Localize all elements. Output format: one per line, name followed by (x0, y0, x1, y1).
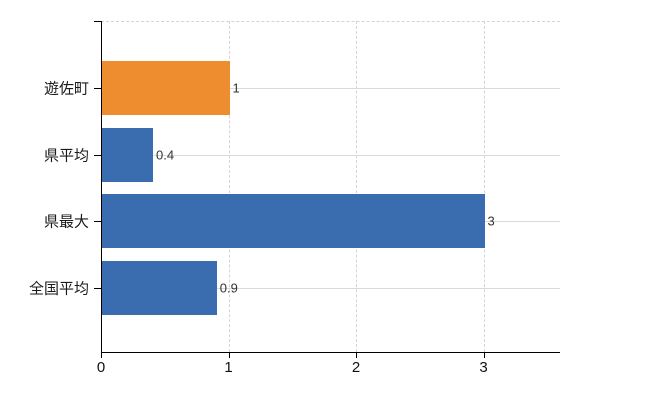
category-label: 全国平均 (28, 280, 89, 298)
bar (102, 61, 230, 115)
vertical-gridline (356, 21, 357, 352)
category-gridline (101, 88, 560, 89)
bar-value-label: 0.9 (219, 280, 238, 296)
category-tick (94, 287, 101, 289)
category-tick (94, 154, 101, 156)
category-gridline (101, 287, 560, 289)
x-tick-label: 2 (351, 359, 361, 376)
x-axis-tick (483, 352, 485, 358)
y-axis-line (101, 21, 102, 352)
bar (102, 260, 217, 315)
vertical-gridline (483, 21, 485, 352)
category-tick (94, 88, 101, 89)
vertical-gridline (228, 21, 230, 352)
x-tick-label: 1 (224, 359, 233, 376)
category-label: 県平均 (43, 147, 89, 165)
category-gridline (101, 154, 560, 156)
bar-value-label: 1 (232, 80, 240, 96)
bar-value-label: 3 (487, 213, 495, 229)
bar (102, 194, 485, 249)
category-tick (94, 221, 101, 223)
x-tick-label: 0 (96, 359, 106, 376)
y-axis-end-tick (94, 21, 101, 22)
bar (102, 127, 153, 182)
category-label: 県最大 (43, 213, 89, 231)
bar-value-label: 0.4 (156, 147, 175, 163)
x-axis-tick (356, 352, 357, 358)
x-axis-tick (101, 352, 102, 358)
x-axis-line (101, 352, 560, 353)
x-tick-label: 3 (479, 359, 488, 376)
plot-top-border-line (101, 21, 560, 22)
x-axis-tick (228, 352, 230, 358)
category-label: 遊佐町 (43, 80, 89, 98)
